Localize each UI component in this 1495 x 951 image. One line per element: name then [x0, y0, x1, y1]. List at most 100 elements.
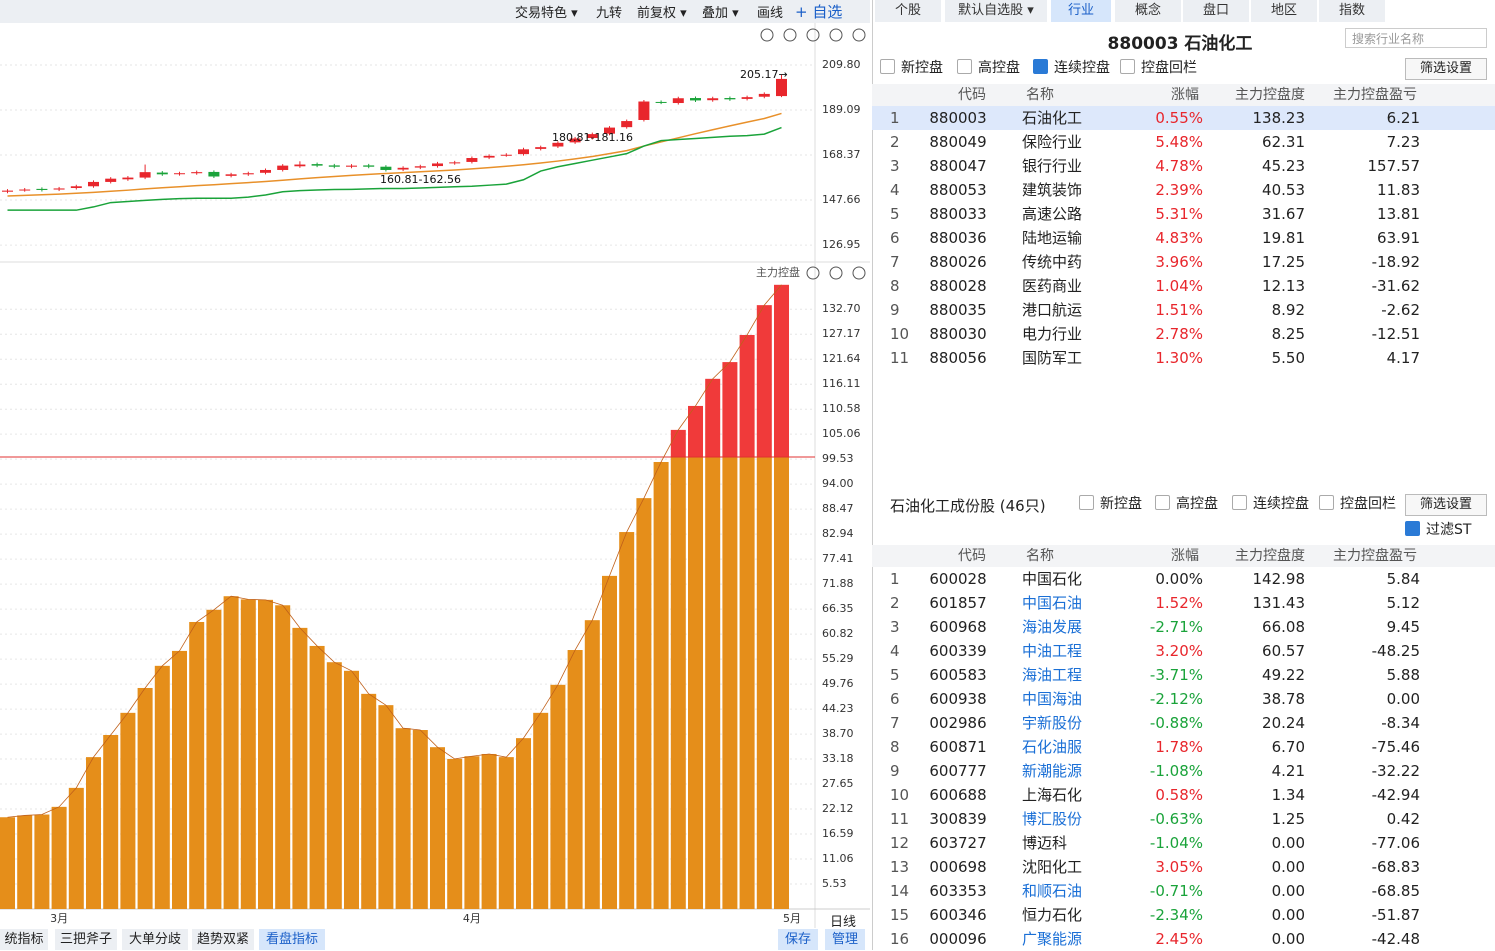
table-row[interactable]: 4 880053 建筑装饰 2.39% 40.53 11.83 [872, 178, 1495, 202]
code: 880030 [929, 325, 987, 343]
table-row[interactable]: 11 300839 博汇股份 -0.63% 1.25 0.42 [872, 807, 1495, 831]
right-tab[interactable]: 行业 [1051, 0, 1111, 22]
table-row[interactable]: 5 880033 高速公路 5.31% 31.67 13.81 [872, 202, 1495, 226]
control-degree: 66.08 [1262, 618, 1305, 636]
bar-base [688, 457, 703, 909]
checkbox[interactable] [1120, 59, 1135, 74]
control-degree: 49.22 [1262, 666, 1305, 684]
filter-checkbox[interactable]: 新控盘 [880, 59, 943, 77]
right-tab[interactable]: 盘口 [1183, 0, 1249, 22]
control-pnl: 63.91 [1377, 229, 1420, 247]
checkbox[interactable] [1079, 495, 1094, 510]
table-row[interactable]: 2 601857 中国石油 1.52% 131.43 5.12 [872, 591, 1495, 615]
table-row[interactable]: 8 880028 医药商业 1.04% 12.13 -31.62 [872, 274, 1495, 298]
name: 石油化工 [1022, 109, 1083, 127]
checkbox[interactable] [1155, 495, 1170, 510]
table-row[interactable]: 15 600346 恒力石化 -2.34% 0.00 -51.87 [872, 903, 1495, 927]
checkbox[interactable] [880, 59, 895, 74]
checkbox[interactable] [957, 59, 972, 74]
right-panel [872, 0, 1495, 950]
name: 宇新股份 [1022, 714, 1083, 732]
bar-excess [756, 305, 772, 458]
bottom-tab[interactable]: 趋势双紧 [192, 929, 254, 950]
bar [584, 620, 600, 909]
toolbar-button[interactable]: 画线 [757, 6, 784, 21]
table-row[interactable]: 7 002986 宇新股份 -0.88% 20.24 -8.34 [872, 711, 1495, 735]
filter-checkbox[interactable]: 高控盘 [1155, 495, 1218, 513]
table-row[interactable]: 9 880035 港口航运 1.51% 8.92 -2.62 [872, 298, 1495, 322]
table-row[interactable]: 2 880049 保险行业 5.48% 62.31 7.23 [872, 130, 1495, 154]
bottom-button[interactable]: 管理 [825, 929, 865, 950]
table-row[interactable]: 7 880026 传统中药 3.96% 17.25 -18.92 [872, 250, 1495, 274]
bottom-tab[interactable]: 看盘指标 [259, 929, 325, 950]
table-row[interactable]: 11 880056 国防军工 1.30% 5.50 4.17 [872, 346, 1495, 370]
checkbox[interactable] [1232, 495, 1247, 510]
right-tab[interactable]: 默认自选股 ▾ [945, 0, 1047, 22]
right-tab[interactable]: 地区 [1251, 0, 1317, 22]
table-row[interactable]: 9 600777 新潮能源 -1.08% 4.21 -32.22 [872, 759, 1495, 783]
checkbox[interactable] [1405, 521, 1420, 536]
table-row[interactable]: 13 000698 沈阳化工 3.05% 0.00 -68.83 [872, 855, 1495, 879]
filter-checkbox[interactable]: 控盘回栏 [1120, 59, 1197, 77]
period-label[interactable]: 日线 [830, 915, 857, 930]
filter-checkbox[interactable]: 高控盘 [957, 59, 1020, 77]
table-row[interactable]: 1 880003 石油化工 0.55% 138.23 6.21 [872, 106, 1495, 130]
table-row[interactable]: 10 880030 电力行业 2.78% 8.25 -12.51 [872, 322, 1495, 346]
bottom-tab[interactable]: 统指标 [0, 929, 48, 950]
bottom-tab[interactable]: 三把斧子 [55, 929, 117, 950]
right-tab[interactable]: 个股 [875, 0, 941, 22]
change: 2.78% [1155, 325, 1203, 343]
toolbar-button[interactable]: 前复权 ▾ [637, 6, 687, 21]
bottom-button[interactable]: 保存 [778, 929, 818, 950]
table-row[interactable]: 6 880036 陆地运输 4.83% 19.81 63.91 [872, 226, 1495, 250]
search-box[interactable]: 搜索行业名称 [1345, 28, 1487, 48]
table-row[interactable]: 4 600339 中油工程 3.20% 60.57 -48.25 [872, 639, 1495, 663]
bar [430, 747, 445, 909]
indicator-title: 主力控盘 [756, 265, 800, 279]
bar [51, 806, 67, 909]
candle-body [277, 165, 289, 170]
bar [172, 650, 187, 909]
table-row[interactable]: 6 600938 中国海油 -2.12% 38.78 0.00 [872, 687, 1495, 711]
table-row[interactable]: 5 600583 海油工程 -3.71% 49.22 5.88 [872, 663, 1495, 687]
candle-body [672, 98, 684, 104]
filter-checkbox[interactable]: 控盘回栏 [1319, 495, 1396, 513]
candle-body [621, 121, 633, 128]
table-row[interactable]: 8 600871 石化油服 1.78% 6.70 -75.46 [872, 735, 1495, 759]
candle-body [535, 147, 547, 149]
right-tab[interactable]: 概念 [1115, 0, 1181, 22]
filter-button[interactable]: 筛选设置 [1405, 494, 1487, 516]
toolbar-button[interactable]: 九转 [596, 6, 623, 21]
checkbox[interactable] [1033, 59, 1048, 74]
name: 医药商业 [1022, 277, 1083, 295]
bottom-tab[interactable]: 大单分歧 [122, 929, 188, 950]
checkbox[interactable] [1319, 495, 1334, 510]
toolbar-button[interactable]: 叠加 ▾ [702, 6, 739, 21]
row-index: 2 [890, 133, 900, 151]
panel-title: 880003 石油化工 [1107, 34, 1253, 54]
table-row[interactable]: 1 600028 中国石化 0.00% 142.98 5.84 [872, 567, 1495, 591]
row-index: 10 [890, 325, 910, 343]
filter-checkbox[interactable]: 新控盘 [1079, 495, 1142, 513]
filter-button[interactable]: 筛选设置 [1405, 58, 1487, 80]
change: -3.71% [1149, 666, 1203, 684]
toolbar-button[interactable]: 交易特色 ▾ [515, 6, 578, 21]
filter-checkbox[interactable]: 连续控盘 [1033, 59, 1110, 77]
table-row[interactable]: 14 603353 和顺石油 -0.71% 0.00 -68.85 [872, 879, 1495, 903]
bar [68, 787, 84, 909]
row-index: 4 [890, 181, 900, 199]
table-row[interactable]: 16 000096 广聚能源 2.45% 0.00 -42.48 [872, 927, 1495, 951]
table-row[interactable]: 10 600688 上海石化 0.58% 1.34 -42.94 [872, 783, 1495, 807]
table-row[interactable]: 3 880047 银行行业 4.78% 45.23 157.57 [872, 154, 1495, 178]
filter-st[interactable]: 过滤ST [1405, 521, 1471, 539]
change: -1.08% [1149, 762, 1203, 780]
toolbar-button[interactable]: + 自选 [795, 3, 843, 21]
right-tab[interactable]: 指数 [1319, 0, 1385, 22]
table-row[interactable]: 3 600968 海油发展 -2.71% 66.08 9.45 [872, 615, 1495, 639]
control-degree: 62.31 [1262, 133, 1305, 151]
table-row[interactable]: 12 603727 博迈科 -1.04% 0.00 -77.06 [872, 831, 1495, 855]
y-tick-label: 71.88 [822, 577, 854, 590]
candle-body [552, 142, 564, 147]
bar-excess [670, 429, 686, 458]
filter-checkbox[interactable]: 连续控盘 [1232, 495, 1309, 513]
